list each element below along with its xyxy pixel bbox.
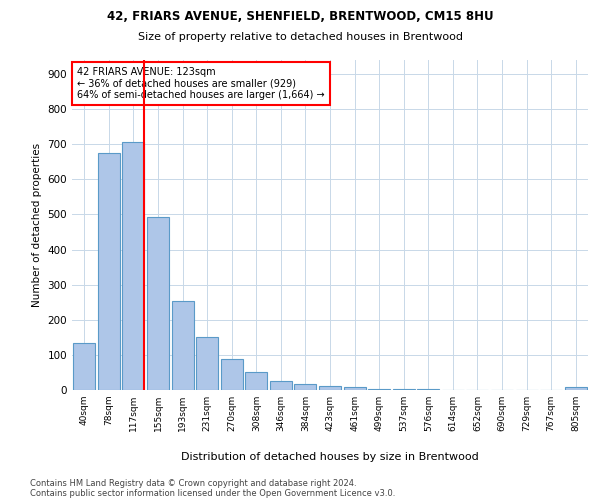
Bar — [270, 381, 292, 390]
Text: 42, FRIARS AVENUE, SHENFIELD, BRENTWOOD, CM15 8HU: 42, FRIARS AVENUE, SHENFIELD, BRENTWOOD,… — [107, 10, 493, 23]
Bar — [196, 338, 218, 390]
Bar — [368, 388, 390, 390]
Bar — [319, 386, 341, 390]
Text: Contains HM Land Registry data © Crown copyright and database right 2024.: Contains HM Land Registry data © Crown c… — [30, 478, 356, 488]
Bar — [565, 387, 587, 390]
Bar — [147, 217, 169, 390]
Bar — [172, 301, 194, 390]
Text: Contains public sector information licensed under the Open Government Licence v3: Contains public sector information licen… — [30, 488, 395, 498]
Bar — [344, 387, 365, 390]
Bar — [73, 342, 95, 390]
Bar — [295, 384, 316, 390]
Bar — [221, 360, 243, 390]
Bar — [245, 372, 268, 390]
Y-axis label: Number of detached properties: Number of detached properties — [32, 143, 42, 307]
Bar — [98, 153, 120, 390]
Text: Size of property relative to detached houses in Brentwood: Size of property relative to detached ho… — [137, 32, 463, 42]
Bar — [122, 142, 145, 390]
Text: 42 FRIARS AVENUE: 123sqm
← 36% of detached houses are smaller (929)
64% of semi-: 42 FRIARS AVENUE: 123sqm ← 36% of detach… — [77, 66, 325, 100]
Text: Distribution of detached houses by size in Brentwood: Distribution of detached houses by size … — [181, 452, 479, 462]
